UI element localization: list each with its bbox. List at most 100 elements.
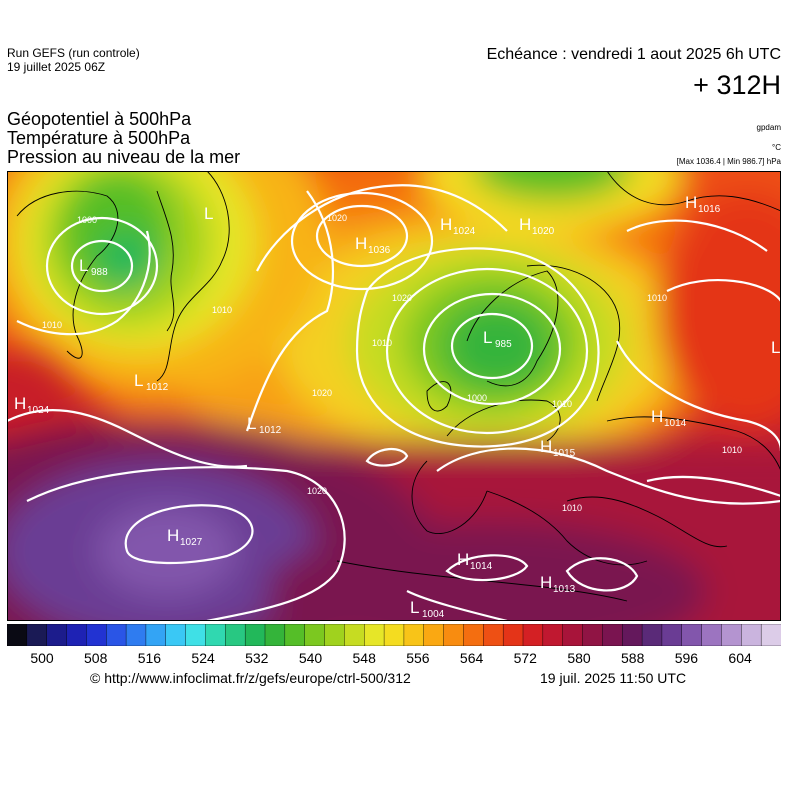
svg-text:H: H [14, 394, 26, 413]
pressure-center: L 1012 [134, 371, 169, 393]
svg-text:1024: 1024 [27, 405, 50, 416]
color-scale-tick-label: 524 [191, 650, 215, 666]
pressure-center: H 1036 [355, 234, 391, 256]
svg-text:H: H [685, 193, 697, 212]
color-scale-swatch [721, 624, 742, 646]
isobar-label: 1010 [212, 305, 232, 315]
svg-text:H: H [519, 215, 531, 234]
isobar-label: 1020 [392, 293, 412, 303]
color-scale-swatch [364, 624, 385, 646]
weather-map: 1000 1010 1020 1010 1020 1020 1000 1010 … [7, 171, 781, 621]
svg-text:1024: 1024 [453, 226, 476, 237]
color-scale-swatch [582, 624, 603, 646]
color-scale-tick-label: 588 [621, 650, 645, 666]
color-scale-swatch [661, 624, 683, 646]
color-scale-swatch [106, 624, 127, 646]
svg-text:H: H [355, 234, 367, 253]
color-scale-swatch [284, 624, 306, 646]
svg-text:L: L [79, 256, 88, 275]
pressure-center: H 1024 [14, 394, 50, 416]
color-scale-swatch [145, 624, 167, 646]
isobar-labels: 1000 1010 1020 1010 1020 1020 1000 1010 … [42, 213, 742, 513]
color-scale-swatch [244, 624, 266, 646]
source-url: © http://www.infoclimat.fr/z/gefs/europe… [90, 670, 411, 686]
color-scale-swatch [463, 624, 484, 646]
isobar-label: 1010 [42, 320, 62, 330]
geopotential-field [7, 171, 781, 621]
svg-text:L: L [204, 204, 213, 223]
color-scale-swatch [641, 624, 663, 646]
lead-time: + 312H [693, 70, 781, 100]
color-scale [7, 624, 781, 646]
color-scale-swatch [264, 624, 286, 646]
color-scale-tick-label: 556 [406, 650, 430, 666]
color-scale-swatch [225, 624, 246, 646]
svg-text:H: H [457, 550, 469, 569]
color-scale-swatch [681, 624, 703, 646]
color-scale-swatch [125, 624, 147, 646]
isobar-label: 1010 [722, 445, 742, 455]
render-timestamp: 19 juil. 2025 11:50 UTC [540, 670, 687, 686]
forecast-valid-time: Echéance : vendredi 1 aout 2025 6h UTC [486, 46, 781, 63]
color-scale-tick-label: 540 [298, 650, 323, 666]
pressure-center: L 985 [483, 328, 512, 350]
coastlines [16, 171, 781, 602]
pressure-center: H 1024 [440, 215, 476, 237]
color-scale-tick-label: 516 [137, 650, 162, 666]
color-scale-swatch [542, 624, 564, 646]
isobar-label: 1020 [307, 486, 327, 496]
svg-text:985: 985 [495, 339, 512, 350]
color-scale-swatch [502, 624, 524, 646]
isobars [7, 184, 781, 621]
svg-text:1027: 1027 [180, 537, 203, 548]
svg-text:H: H [651, 407, 663, 426]
color-scale-swatch [205, 624, 226, 646]
pressure-center: H 1015 [540, 437, 576, 459]
svg-text:1036: 1036 [368, 245, 391, 256]
svg-text:1016: 1016 [698, 204, 721, 215]
map-frame [7, 171, 781, 621]
color-scale-swatch [443, 624, 464, 646]
color-scale-swatch [760, 624, 781, 646]
color-scale-tick-label: 548 [352, 650, 376, 666]
color-scale-tick-label: 604 [728, 650, 752, 666]
pressure-center: H 1014 [651, 407, 687, 429]
svg-text:L: L [134, 371, 143, 390]
color-scale-swatch [26, 624, 48, 646]
color-scale-swatch [741, 624, 762, 646]
pressure-center: L 1004 [410, 598, 445, 620]
svg-text:1015: 1015 [553, 448, 576, 459]
pressure-center: H 1014 [457, 550, 493, 572]
svg-text:1020: 1020 [532, 226, 555, 237]
svg-text:H: H [540, 573, 552, 592]
svg-text:1013: 1013 [553, 584, 576, 595]
run-info: Run GEFS (run controle) 19 juillet 2025 … [7, 46, 140, 74]
color-scale-tick-label: 508 [84, 650, 108, 666]
isobar-label: 1010 [552, 399, 572, 409]
isobar-label: 1020 [327, 213, 347, 223]
color-scale-swatch [46, 624, 68, 646]
color-scale-swatch [403, 624, 425, 646]
pressure-centers: H 1036 H 1024 H 1020 H 1016 L 985 L 988 L L 101… [14, 193, 780, 620]
color-scale-swatch [483, 624, 504, 646]
color-scale-swatch [701, 624, 722, 646]
color-scale-swatch [344, 624, 365, 646]
isobar-label: 1020 [312, 388, 332, 398]
pressure-center: H 1013 [540, 573, 576, 595]
title-temperature: Température à 500hPa [7, 128, 191, 148]
svg-text:1014: 1014 [664, 418, 687, 429]
svg-text:H: H [540, 437, 552, 456]
color-scale-swatch [423, 624, 445, 646]
pressure-center: L [204, 204, 213, 223]
title-geopotential: Géopotentiel à 500hPa [7, 109, 192, 129]
color-scale-swatch [622, 624, 643, 646]
color-scale-swatch [562, 624, 584, 646]
svg-text:L: L [247, 414, 256, 433]
svg-text:L: L [483, 328, 492, 347]
color-scale-tick-label: 580 [567, 650, 591, 666]
color-scale-tick-label: 596 [674, 650, 699, 666]
color-scale-tick-label: 532 [245, 650, 269, 666]
run-date: 19 juillet 2025 06Z [7, 60, 106, 74]
color-scale-swatch [522, 624, 544, 646]
svg-text:1014: 1014 [470, 561, 493, 572]
